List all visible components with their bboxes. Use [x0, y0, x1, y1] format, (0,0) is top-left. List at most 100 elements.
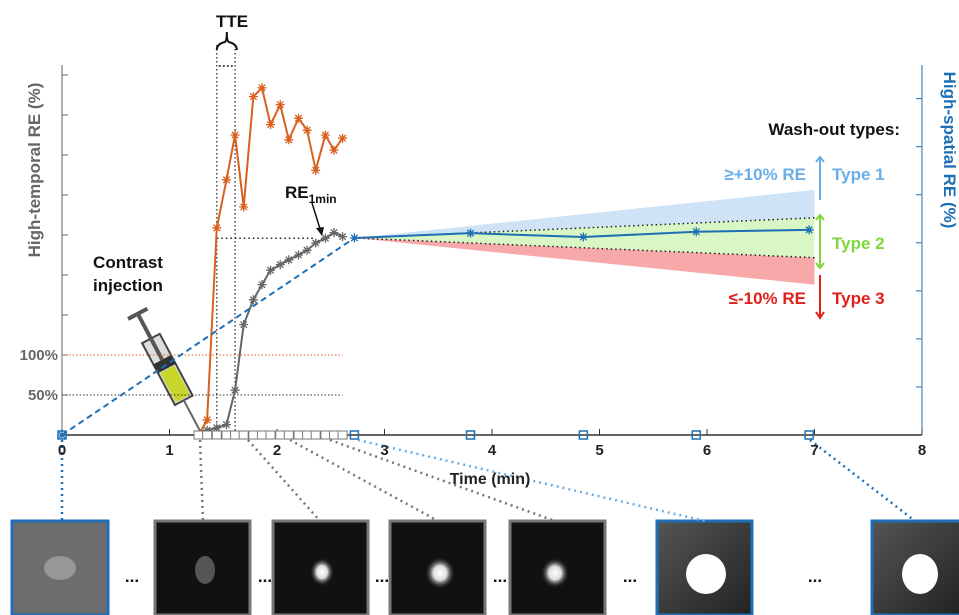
re1min-label: RE1min: [285, 183, 337, 206]
syringe-plunger: [153, 355, 176, 374]
data-point: [57, 430, 67, 440]
connector: [289, 438, 439, 523]
data-point: [239, 202, 249, 212]
y-tick-label: 100%: [20, 347, 58, 364]
data-point: [248, 92, 258, 102]
sample-marker: [238, 430, 249, 440]
re1min-text: RE: [285, 183, 309, 202]
data-point: [266, 120, 276, 130]
data-point: [466, 228, 475, 238]
data-point: [275, 260, 285, 270]
data-point: [257, 280, 267, 290]
sample-marker: [248, 430, 259, 440]
thumb-lesion: [686, 554, 726, 594]
type-range: ≤-10% RE: [729, 289, 806, 308]
type-label: Type 3: [832, 289, 885, 308]
data-point: [284, 135, 294, 145]
sample-marker: [310, 430, 321, 440]
ellipsis: ...: [623, 567, 637, 586]
fan-type3: [354, 237, 815, 285]
ellipsis: ...: [258, 567, 272, 586]
thumb-connectors: [60, 438, 916, 523]
data-point: [338, 232, 348, 242]
data-point: [257, 83, 267, 93]
thumb-lesion: [425, 557, 455, 589]
sample-marker: [302, 430, 313, 440]
fan-bound: [354, 237, 815, 259]
data-point: [338, 133, 348, 143]
re1min-arrow: [311, 202, 322, 233]
thumb-lesion: [902, 554, 938, 594]
tte-brace: [215, 31, 238, 51]
sample-marker: [275, 430, 286, 440]
data-point: [202, 425, 212, 435]
ellipsis: ...: [375, 567, 389, 586]
type-range: ≥+10% RE: [724, 165, 806, 184]
thumb-lesion: [44, 556, 76, 580]
x-tick-label: 7: [810, 442, 818, 459]
data-point: [311, 238, 321, 248]
x-tick-label: 1: [165, 442, 173, 459]
sample-marker: [465, 430, 476, 440]
thumbnails: [10, 519, 959, 615]
injection-label: Contrast: [93, 253, 163, 272]
y-tick-label: 50%: [28, 387, 58, 404]
data-point: [302, 125, 312, 135]
sample-marker: [230, 430, 241, 440]
sample-marker: [804, 430, 814, 440]
data-point: [349, 233, 359, 243]
syringe-handle: [127, 306, 149, 321]
sample-marker: [265, 430, 276, 440]
data-point: [275, 100, 285, 110]
data-point: [230, 130, 240, 140]
sample-marker: [578, 430, 589, 440]
data-point: [230, 385, 240, 395]
connector: [198, 439, 205, 522]
data-point: [329, 145, 339, 155]
type-label: Type 2: [832, 234, 885, 253]
sample-marker: [211, 430, 222, 440]
sample-marker: [349, 430, 360, 440]
data-point: [221, 420, 231, 430]
data-point: [804, 225, 814, 235]
series-line-dashed: [61, 237, 355, 436]
type-arrowhead: [815, 155, 825, 163]
sample-marker: [337, 430, 348, 440]
sample-marker: [691, 430, 701, 440]
data-point: [266, 265, 276, 275]
sample-marker: [221, 430, 232, 440]
data-point: [320, 233, 330, 243]
data-point: [578, 232, 588, 242]
injection-label: injection: [93, 276, 163, 295]
data-point: [320, 130, 330, 140]
syringe-needle: [182, 399, 203, 435]
syringe-rod: [136, 312, 164, 361]
data-point: [294, 250, 303, 260]
ellipsis: ...: [125, 567, 139, 586]
sample-marker: [202, 430, 213, 440]
connector: [329, 438, 556, 523]
re1min-arrowhead: [316, 227, 324, 236]
x-tick-label: 2: [273, 442, 281, 459]
sample-marker: [283, 430, 294, 440]
x-tick-label: 0: [58, 442, 66, 459]
data-point: [202, 415, 212, 425]
type-arrowhead: [815, 213, 825, 221]
type-arrowhead: [815, 311, 825, 320]
sample-marker: [328, 430, 339, 440]
x-tick-label: 5: [595, 442, 603, 459]
plot: 0 1 2 3 4 5 6 7 8 50% 100% Time (min) High-temporal …: [20, 12, 959, 488]
sample-marker: [320, 430, 331, 440]
sample-marker: [193, 430, 204, 440]
type-arrowhead: [815, 262, 825, 270]
sample-marker: [57, 430, 67, 440]
sample-marker: [256, 430, 267, 440]
sample-marker: [293, 430, 304, 440]
thumb-lesion: [310, 558, 334, 586]
tte-label: TTE: [216, 12, 248, 31]
connector: [357, 438, 706, 523]
y2-axis-label: High-spatial RE (%): [940, 72, 959, 229]
syringe-fluid: [160, 365, 190, 403]
data-point: [221, 175, 231, 185]
